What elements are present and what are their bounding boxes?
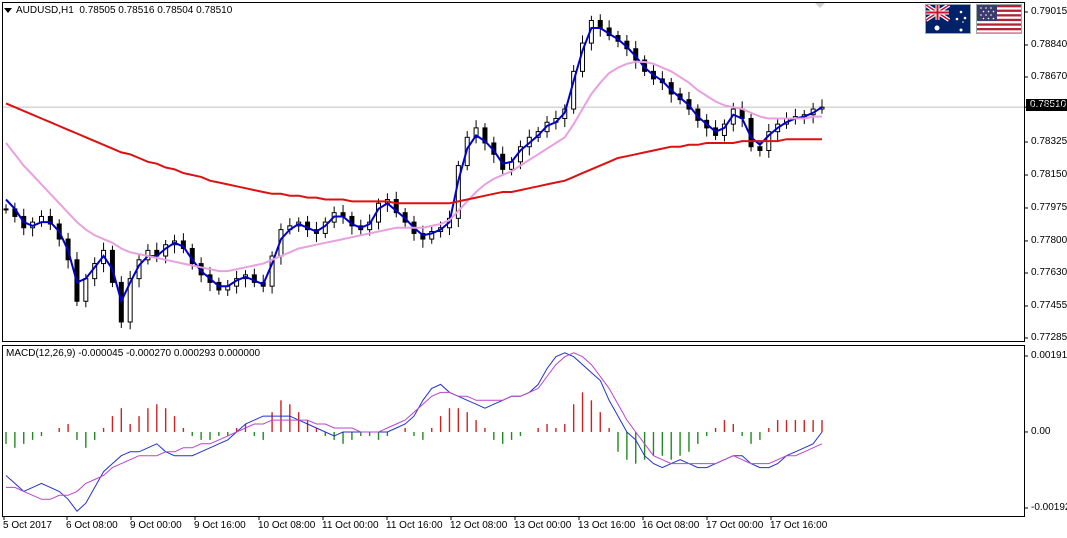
time-tick-label: 17 Oct 16:00 [770,520,828,531]
candle-body [47,215,53,225]
time-tick-label: 11 Oct 00:00 [322,520,379,531]
time-tick-label: 13 Oct 00:00 [514,520,572,531]
macd-signal-line [6,352,823,500]
scroll-marker-icon [815,3,825,8]
ma-slow-line [5,102,822,205]
time-tick-label: 11 Oct 16:00 [386,520,443,531]
current-price-tag: 0.78510 [1026,99,1067,111]
macd-panel[interactable] [2,345,1025,517]
ohlc-values: 0.78505 0.78516 0.78504 0.78510 [79,5,233,16]
australia-flag-icon [925,4,971,34]
candle-body [3,208,9,211]
dropdown-triangle-icon[interactable] [4,7,12,13]
time-tick-label: 10 Oct 08:00 [258,520,316,531]
candle-body [473,127,479,138]
price-tick-label: 0.77630 [1031,266,1067,278]
time-tick-label: 12 Oct 08:00 [450,520,508,531]
macd-header: MACD(12,26,9) -0.000045 -0.000270 0.0002… [6,348,261,359]
price-tick-label: 0.79015 [1031,6,1067,17]
ma-fast-line [5,27,823,305]
candle-body [393,198,399,214]
ma-mid-line [5,60,822,273]
candle-body [83,278,89,302]
candle-body [269,255,275,287]
price-tick-label: 0.77800 [1031,234,1067,246]
price-tick-label: 0.77455 [1031,299,1067,311]
time-tick-label: 6 Oct 08:00 [66,520,118,531]
price-tick-label: 0.77975 [1031,201,1067,213]
price-tick-label: 0.78670 [1031,71,1067,82]
time-tick-label: 13 Oct 16:00 [578,520,636,531]
price-tick-label: 0.78325 [1031,136,1067,148]
time-tick-label: 9 Oct 16:00 [194,520,246,531]
price-tick-label: 0.78510 [1031,101,1067,113]
time-tick-label: 9 Oct 00:00 [130,520,182,531]
macd-tick-label: -0.00192 [1031,502,1067,513]
chart-header: AUDUSD,H1 0.78505 0.78516 0.78504 0.7851… [4,5,232,17]
macd-tick-label: 0.00 [1031,425,1051,437]
usa-flag-icon [976,4,1022,34]
price-chart-panel[interactable] [2,2,1025,342]
candle-body [127,278,133,323]
candle-body [482,127,488,144]
symbol-label: AUDUSD,H1 [16,5,74,16]
price-tick-label: 0.77285 [1031,332,1067,343]
price-tick-label: 0.78150 [1031,169,1067,180]
price-tick-label: 0.78840 [1031,38,1067,50]
candle-body [757,146,763,152]
macd-tick-label: 0.001918 [1031,350,1067,361]
time-tick-label: 5 Oct 2017 [3,520,52,531]
time-tick-label: 17 Oct 00:00 [706,520,764,531]
candle-body [429,231,435,240]
macd-line [5,352,823,512]
candle-body [597,19,603,29]
time-tick-label: 16 Oct 08:00 [642,520,700,531]
